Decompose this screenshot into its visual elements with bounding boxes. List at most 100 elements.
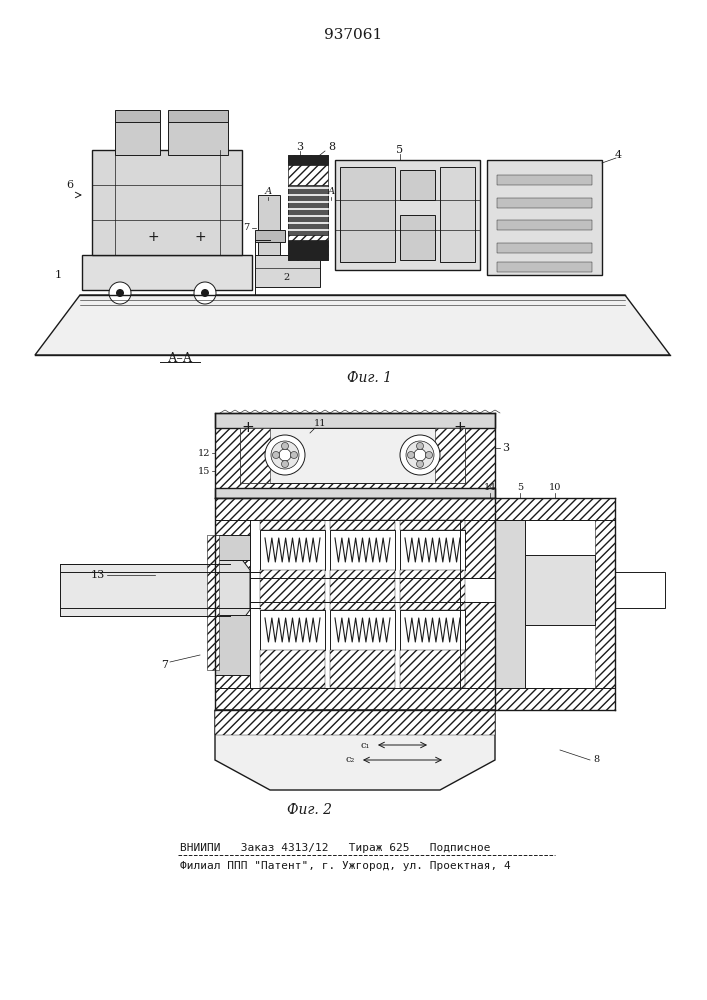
Bar <box>330 520 395 530</box>
Bar <box>168 110 228 122</box>
Text: 15: 15 <box>198 466 210 476</box>
Circle shape <box>109 282 131 304</box>
Text: А: А <box>327 188 334 196</box>
Circle shape <box>414 449 426 461</box>
Bar <box>258 195 280 255</box>
Bar <box>400 215 435 260</box>
Bar <box>288 155 328 165</box>
Bar <box>215 710 495 735</box>
Bar <box>497 220 592 230</box>
Bar <box>215 535 250 560</box>
Bar <box>460 520 495 688</box>
Bar <box>260 570 325 610</box>
Circle shape <box>116 289 124 297</box>
Bar <box>495 688 615 710</box>
Bar <box>435 428 465 483</box>
Bar <box>497 175 592 185</box>
Bar <box>487 160 602 275</box>
Bar <box>255 230 285 242</box>
Bar <box>215 498 495 520</box>
Text: c₂: c₂ <box>346 756 355 764</box>
Bar <box>288 185 328 235</box>
Bar <box>260 650 325 688</box>
Text: 937061: 937061 <box>324 28 382 42</box>
Bar <box>400 570 465 610</box>
Text: +: + <box>454 420 467 436</box>
Circle shape <box>281 460 288 468</box>
Bar <box>215 413 495 498</box>
Bar <box>288 240 328 260</box>
Bar <box>215 413 495 428</box>
Polygon shape <box>215 710 495 790</box>
Circle shape <box>416 442 423 450</box>
Bar <box>215 488 495 498</box>
Bar <box>255 255 320 287</box>
Text: +: + <box>194 230 206 244</box>
Text: +: + <box>147 230 159 244</box>
Bar <box>240 428 270 483</box>
Bar <box>288 155 328 260</box>
Bar <box>260 520 325 530</box>
Text: 1: 1 <box>54 270 62 280</box>
Bar <box>260 530 325 570</box>
Text: 12: 12 <box>197 448 210 458</box>
Text: 7: 7 <box>161 660 168 670</box>
Bar <box>60 572 260 608</box>
Circle shape <box>416 460 423 468</box>
Circle shape <box>279 449 291 461</box>
Circle shape <box>407 452 414 458</box>
Bar <box>400 170 435 200</box>
Bar <box>60 564 230 616</box>
Circle shape <box>265 435 305 475</box>
Circle shape <box>281 442 288 450</box>
Polygon shape <box>35 295 670 355</box>
Bar <box>115 120 160 155</box>
Bar <box>92 150 242 255</box>
Bar <box>168 120 228 155</box>
Bar <box>82 255 252 290</box>
Bar <box>330 530 395 570</box>
Text: 3: 3 <box>296 142 303 152</box>
Text: Фиг. 1: Фиг. 1 <box>348 371 392 385</box>
Bar <box>115 110 160 122</box>
Text: 6: 6 <box>66 180 74 190</box>
Bar <box>440 167 475 262</box>
Bar <box>330 570 395 610</box>
Text: 11: 11 <box>314 418 326 428</box>
Circle shape <box>426 452 433 458</box>
Bar <box>400 650 465 688</box>
Bar <box>400 520 465 530</box>
Bar <box>215 520 250 688</box>
Bar <box>497 243 592 253</box>
Circle shape <box>291 452 298 458</box>
Bar <box>330 650 395 688</box>
Bar <box>240 428 465 483</box>
Text: Фиг. 2: Фиг. 2 <box>288 803 332 817</box>
Bar <box>400 530 465 570</box>
Bar <box>615 572 665 608</box>
Bar <box>497 198 592 208</box>
Circle shape <box>194 282 216 304</box>
Circle shape <box>271 441 299 469</box>
Text: 7: 7 <box>243 224 249 232</box>
Circle shape <box>406 441 434 469</box>
Text: 13: 13 <box>90 570 105 580</box>
Text: 3: 3 <box>502 443 509 453</box>
Text: Филиал ППП "Патент", г. Ужгород, ул. Проектная, 4: Филиал ППП "Патент", г. Ужгород, ул. Про… <box>180 861 510 871</box>
Text: c₁: c₁ <box>361 740 370 750</box>
Text: 10: 10 <box>549 484 561 492</box>
Bar <box>215 615 250 675</box>
Circle shape <box>272 452 279 458</box>
Bar <box>260 610 325 650</box>
Text: А: А <box>264 188 271 196</box>
Text: 2: 2 <box>284 272 290 282</box>
Bar <box>495 498 615 520</box>
Text: 4: 4 <box>614 150 621 160</box>
Text: ВНИИПИ   Заказ 4313/12   Тираж 625   Подписное: ВНИИПИ Заказ 4313/12 Тираж 625 Подписное <box>180 843 491 853</box>
Bar <box>595 520 615 688</box>
Bar <box>340 167 395 262</box>
Bar <box>215 688 495 710</box>
Text: 14: 14 <box>484 484 496 492</box>
Text: 5: 5 <box>517 484 523 492</box>
Bar <box>495 520 525 688</box>
